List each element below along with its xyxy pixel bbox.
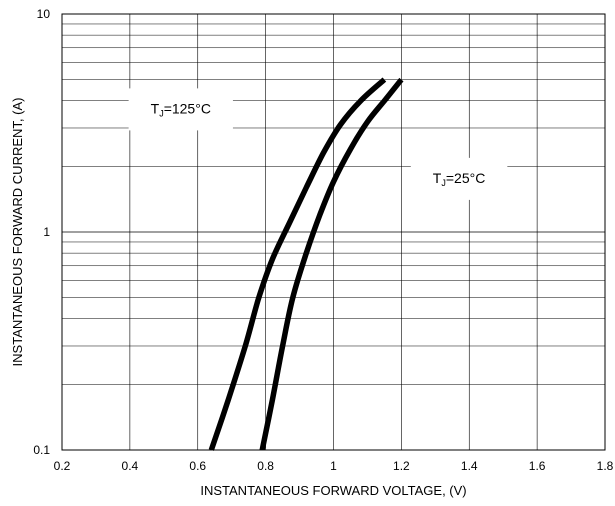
y-tick-labels: 0.1 1 10 — [33, 7, 50, 457]
x-tick-labels: 0.2 0.4 0.6 0.8 1 1.2 1.4 1.6 1.8 — [54, 459, 614, 473]
annotation-background — [410, 157, 508, 200]
y-axis-title: INSTANTANEOUS FORWARD CURRENT, (A) — [10, 98, 25, 367]
annotation-tj-125c: TJ=125°C — [151, 100, 211, 118]
x-tick-label: 1.6 — [529, 459, 546, 473]
plot-frame — [61, 13, 606, 451]
x-tick-label: 1.2 — [393, 459, 410, 473]
x-tick-label: 0.8 — [257, 459, 274, 473]
y-tick-label: 10 — [37, 7, 51, 21]
x-tick-label: 0.4 — [122, 459, 139, 473]
annotations: TJ=125°C TJ=25°C — [128, 88, 508, 200]
x-tick-label: 1.8 — [597, 459, 614, 473]
annotation-tj-25c: TJ=25°C — [433, 170, 486, 188]
series-curves — [208, 77, 404, 451]
y-tick-label: 1 — [43, 225, 50, 239]
annotation-background — [128, 88, 233, 131]
x-tick-label: 0.6 — [189, 459, 206, 473]
x-tick-label: 0.2 — [54, 459, 71, 473]
y-tick-label: 0.1 — [33, 443, 50, 457]
x-tick-label: 1 — [330, 459, 337, 473]
x-tick-label: 1.4 — [461, 459, 478, 473]
series-line-tj-125c — [208, 77, 387, 451]
series-line-tj-25c — [259, 77, 404, 451]
x-axis-title: INSTANTANEOUS FORWARD VOLTAGE, (V) — [200, 483, 466, 498]
